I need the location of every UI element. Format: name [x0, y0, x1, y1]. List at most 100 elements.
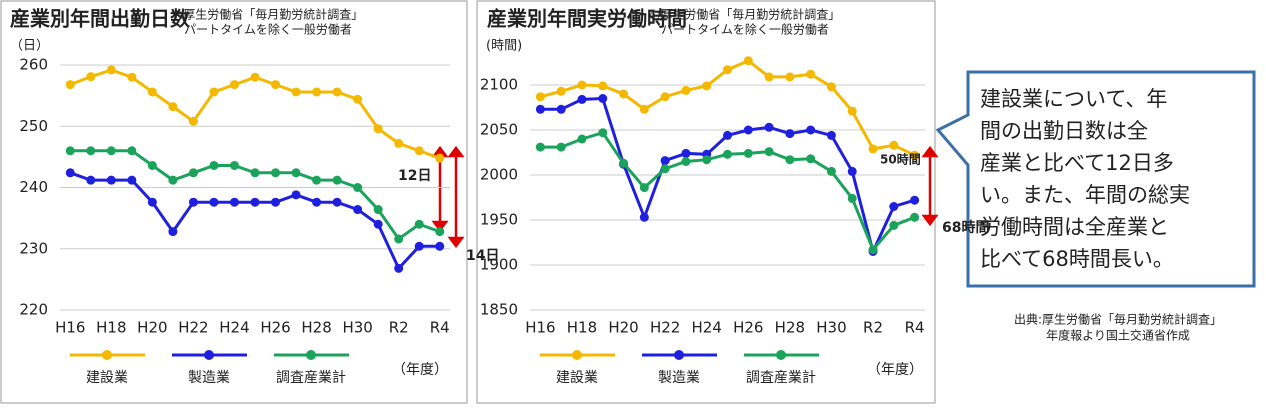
- y-axis-label: (時間): [486, 39, 522, 54]
- x-tick-label: H20: [137, 319, 167, 337]
- legend-dot: [204, 350, 214, 360]
- data-point: [332, 197, 342, 207]
- data-point: [619, 158, 629, 168]
- data-point: [723, 130, 732, 140]
- data-point: [147, 160, 157, 170]
- data-point: [65, 80, 75, 90]
- data-point: [847, 193, 857, 203]
- data-point: [847, 166, 857, 176]
- data-point: [806, 154, 816, 164]
- data-point: [312, 175, 322, 185]
- data-point: [394, 263, 404, 273]
- note: パートタイムを除く一般労働者: [184, 22, 352, 37]
- callout-box: [935, 70, 1256, 288]
- data-point: [250, 168, 260, 178]
- data-point: [209, 197, 219, 207]
- data-point: [910, 195, 920, 205]
- data-point: [188, 197, 198, 207]
- data-point: [826, 130, 836, 140]
- data-point: [806, 69, 816, 79]
- data-point: [764, 122, 774, 132]
- data-point: [106, 175, 116, 185]
- x-tick-label: H24: [692, 319, 722, 337]
- callout-text: い。また、年間の総実: [980, 183, 1190, 207]
- data-point: [847, 106, 857, 116]
- data-point: [660, 92, 670, 102]
- x-tick-label: H24: [219, 319, 249, 337]
- data-point: [889, 140, 899, 150]
- x-tick-label: H30: [342, 319, 372, 337]
- data-point: [250, 197, 260, 207]
- data-point: [414, 241, 424, 251]
- data-point: [229, 160, 239, 170]
- data-point: [394, 138, 404, 148]
- data-point: [598, 94, 608, 103]
- legend-label: 製造業: [188, 370, 230, 386]
- data-point: [188, 116, 198, 126]
- legend-dot: [306, 350, 316, 360]
- data-point: [598, 128, 608, 138]
- data-point: [639, 183, 649, 193]
- annotation: 50時間: [880, 152, 921, 167]
- annotation: 68時間: [942, 219, 989, 236]
- y-tick-label: 1850: [480, 301, 518, 319]
- x-tick-label: R4: [430, 319, 450, 337]
- data-point: [764, 72, 774, 82]
- x-tick-label: H18: [567, 319, 597, 337]
- data-point: [889, 202, 899, 211]
- data-point: [373, 124, 383, 134]
- data-point: [147, 197, 157, 207]
- note: ○厚生労働省「毎月勤労統計調査」: [650, 7, 840, 22]
- data-point: [660, 164, 670, 174]
- data-point: [127, 72, 137, 82]
- y-tick-label: 2100: [480, 76, 518, 94]
- chart-title: 産業別年間実労働時間: [487, 7, 687, 31]
- data-point: [86, 146, 96, 156]
- data-point: [106, 65, 116, 75]
- data-point: [291, 190, 301, 200]
- data-point: [332, 87, 342, 97]
- x-tick-label: H16: [55, 319, 85, 337]
- legend-label: 建設業: [86, 370, 128, 386]
- annotation: 14日: [466, 248, 499, 264]
- x-tick-label: H26: [260, 319, 290, 337]
- x-axis-label: （年度）: [867, 362, 923, 378]
- data-point: [353, 94, 363, 104]
- callout-text: 間の出勤日数は全: [980, 119, 1148, 143]
- x-axis-label: （年度）: [392, 362, 448, 378]
- data-point: [353, 205, 363, 215]
- data-point: [86, 175, 96, 185]
- x-tick-label: H20: [608, 319, 638, 337]
- data-point: [373, 219, 383, 229]
- data-point: [681, 148, 691, 158]
- y-tick-label: 240: [19, 178, 48, 196]
- data-point: [598, 81, 608, 91]
- data-point: [910, 212, 920, 222]
- x-tick-label: H30: [816, 319, 846, 337]
- data-point: [147, 87, 157, 97]
- data-point: [577, 134, 587, 144]
- data-point: [681, 85, 691, 95]
- data-point: [65, 146, 75, 156]
- x-tick-label: R2: [863, 319, 883, 337]
- data-point: [168, 175, 178, 185]
- data-point: [229, 197, 239, 207]
- y-tick-label: 1900: [480, 256, 518, 274]
- data-point: [535, 104, 545, 114]
- legend-dot: [776, 350, 786, 360]
- x-tick-label: H26: [733, 319, 763, 337]
- series-line: [69, 68, 441, 160]
- data-point: [229, 80, 239, 90]
- legend-label: 製造業: [658, 370, 700, 386]
- callout-text: 建設業について、年: [980, 87, 1167, 111]
- legend-label: 建設業: [556, 370, 598, 386]
- data-point: [806, 125, 816, 135]
- data-point: [639, 212, 649, 222]
- data-point: [535, 142, 545, 152]
- y-tick-label: 260: [19, 56, 48, 74]
- data-point: [435, 241, 445, 251]
- data-point: [681, 157, 691, 166]
- panel: [0, 0, 468, 404]
- data-point: [723, 65, 732, 75]
